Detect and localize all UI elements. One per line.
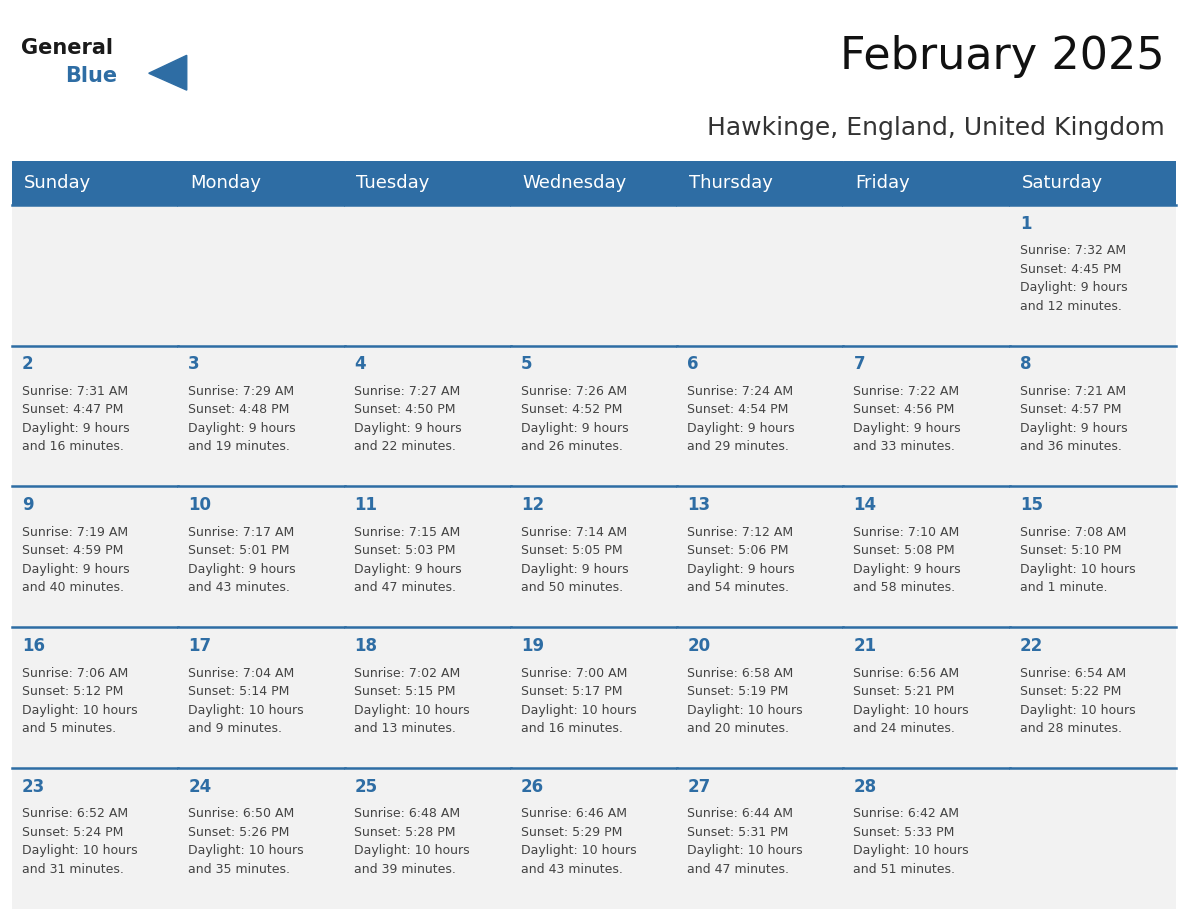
Text: Sunrise: 7:17 AM
Sunset: 5:01 PM
Daylight: 9 hours
and 43 minutes.: Sunrise: 7:17 AM Sunset: 5:01 PM Dayligh… — [188, 526, 296, 594]
Text: Sunrise: 7:12 AM
Sunset: 5:06 PM
Daylight: 9 hours
and 54 minutes.: Sunrise: 7:12 AM Sunset: 5:06 PM Dayligh… — [687, 526, 795, 594]
Text: 14: 14 — [853, 497, 877, 514]
Text: Sunrise: 6:48 AM
Sunset: 5:28 PM
Daylight: 10 hours
and 39 minutes.: Sunrise: 6:48 AM Sunset: 5:28 PM Dayligh… — [354, 808, 470, 876]
Text: Sunrise: 7:14 AM
Sunset: 5:05 PM
Daylight: 9 hours
and 50 minutes.: Sunrise: 7:14 AM Sunset: 5:05 PM Dayligh… — [520, 526, 628, 594]
Text: Sunrise: 7:10 AM
Sunset: 5:08 PM
Daylight: 9 hours
and 58 minutes.: Sunrise: 7:10 AM Sunset: 5:08 PM Dayligh… — [853, 526, 961, 594]
Text: 27: 27 — [687, 778, 710, 796]
Text: Sunrise: 7:00 AM
Sunset: 5:17 PM
Daylight: 10 hours
and 16 minutes.: Sunrise: 7:00 AM Sunset: 5:17 PM Dayligh… — [520, 666, 637, 735]
Text: Sunrise: 7:27 AM
Sunset: 4:50 PM
Daylight: 9 hours
and 22 minutes.: Sunrise: 7:27 AM Sunset: 4:50 PM Dayligh… — [354, 385, 462, 453]
Text: 28: 28 — [853, 778, 877, 796]
Text: 18: 18 — [354, 637, 378, 655]
Text: 20: 20 — [687, 637, 710, 655]
Text: Sunrise: 7:32 AM
Sunset: 4:45 PM
Daylight: 9 hours
and 12 minutes.: Sunrise: 7:32 AM Sunset: 4:45 PM Dayligh… — [1019, 244, 1127, 313]
Text: 4: 4 — [354, 355, 366, 374]
Text: Sunrise: 6:52 AM
Sunset: 5:24 PM
Daylight: 10 hours
and 31 minutes.: Sunrise: 6:52 AM Sunset: 5:24 PM Dayligh… — [21, 808, 138, 876]
Text: Saturday: Saturday — [1022, 174, 1102, 192]
Text: Sunrise: 6:46 AM
Sunset: 5:29 PM
Daylight: 10 hours
and 43 minutes.: Sunrise: 6:46 AM Sunset: 5:29 PM Dayligh… — [520, 808, 637, 876]
Text: 24: 24 — [188, 778, 211, 796]
Text: 21: 21 — [853, 637, 877, 655]
Text: Sunrise: 7:02 AM
Sunset: 5:15 PM
Daylight: 10 hours
and 13 minutes.: Sunrise: 7:02 AM Sunset: 5:15 PM Dayligh… — [354, 666, 470, 735]
Text: Sunrise: 7:26 AM
Sunset: 4:52 PM
Daylight: 9 hours
and 26 minutes.: Sunrise: 7:26 AM Sunset: 4:52 PM Dayligh… — [520, 385, 628, 453]
Text: Wednesday: Wednesday — [523, 174, 627, 192]
Text: 12: 12 — [520, 497, 544, 514]
Text: Sunrise: 7:22 AM
Sunset: 4:56 PM
Daylight: 9 hours
and 33 minutes.: Sunrise: 7:22 AM Sunset: 4:56 PM Dayligh… — [853, 385, 961, 453]
Text: Friday: Friday — [855, 174, 910, 192]
Text: 9: 9 — [21, 497, 33, 514]
Text: 11: 11 — [354, 497, 378, 514]
Text: 1: 1 — [1019, 215, 1031, 232]
Text: 19: 19 — [520, 637, 544, 655]
Text: 22: 22 — [1019, 637, 1043, 655]
Text: 3: 3 — [188, 355, 200, 374]
Text: 7: 7 — [853, 355, 865, 374]
Text: 8: 8 — [1019, 355, 1031, 374]
Text: 23: 23 — [21, 778, 45, 796]
Text: Sunrise: 6:54 AM
Sunset: 5:22 PM
Daylight: 10 hours
and 28 minutes.: Sunrise: 6:54 AM Sunset: 5:22 PM Dayligh… — [1019, 666, 1136, 735]
Text: Sunrise: 7:08 AM
Sunset: 5:10 PM
Daylight: 10 hours
and 1 minute.: Sunrise: 7:08 AM Sunset: 5:10 PM Dayligh… — [1019, 526, 1136, 594]
Text: Sunrise: 7:21 AM
Sunset: 4:57 PM
Daylight: 9 hours
and 36 minutes.: Sunrise: 7:21 AM Sunset: 4:57 PM Dayligh… — [1019, 385, 1127, 453]
Text: 16: 16 — [21, 637, 45, 655]
Text: Thursday: Thursday — [689, 174, 772, 192]
Text: General: General — [21, 39, 113, 59]
Text: Sunrise: 6:50 AM
Sunset: 5:26 PM
Daylight: 10 hours
and 35 minutes.: Sunrise: 6:50 AM Sunset: 5:26 PM Dayligh… — [188, 808, 304, 876]
Text: 25: 25 — [354, 778, 378, 796]
Text: 6: 6 — [687, 355, 699, 374]
Text: February 2025: February 2025 — [840, 35, 1164, 78]
Text: Sunrise: 7:29 AM
Sunset: 4:48 PM
Daylight: 9 hours
and 19 minutes.: Sunrise: 7:29 AM Sunset: 4:48 PM Dayligh… — [188, 385, 296, 453]
Text: Tuesday: Tuesday — [356, 174, 430, 192]
Text: 26: 26 — [520, 778, 544, 796]
Text: 15: 15 — [1019, 497, 1043, 514]
Polygon shape — [148, 55, 187, 90]
Text: 17: 17 — [188, 637, 211, 655]
Text: 13: 13 — [687, 497, 710, 514]
Text: Sunrise: 6:44 AM
Sunset: 5:31 PM
Daylight: 10 hours
and 47 minutes.: Sunrise: 6:44 AM Sunset: 5:31 PM Dayligh… — [687, 808, 803, 876]
Text: 5: 5 — [520, 355, 532, 374]
Text: Sunrise: 7:24 AM
Sunset: 4:54 PM
Daylight: 9 hours
and 29 minutes.: Sunrise: 7:24 AM Sunset: 4:54 PM Dayligh… — [687, 385, 795, 453]
Text: Sunrise: 7:19 AM
Sunset: 4:59 PM
Daylight: 9 hours
and 40 minutes.: Sunrise: 7:19 AM Sunset: 4:59 PM Dayligh… — [21, 526, 129, 594]
Text: Sunrise: 7:04 AM
Sunset: 5:14 PM
Daylight: 10 hours
and 9 minutes.: Sunrise: 7:04 AM Sunset: 5:14 PM Dayligh… — [188, 666, 304, 735]
Text: Sunrise: 7:06 AM
Sunset: 5:12 PM
Daylight: 10 hours
and 5 minutes.: Sunrise: 7:06 AM Sunset: 5:12 PM Dayligh… — [21, 666, 138, 735]
Text: Blue: Blue — [65, 66, 118, 86]
Text: Hawkinge, England, United Kingdom: Hawkinge, England, United Kingdom — [707, 117, 1164, 140]
Text: Monday: Monday — [190, 174, 261, 192]
Text: 10: 10 — [188, 497, 211, 514]
Text: Sunrise: 6:42 AM
Sunset: 5:33 PM
Daylight: 10 hours
and 51 minutes.: Sunrise: 6:42 AM Sunset: 5:33 PM Dayligh… — [853, 808, 969, 876]
Text: Sunrise: 6:58 AM
Sunset: 5:19 PM
Daylight: 10 hours
and 20 minutes.: Sunrise: 6:58 AM Sunset: 5:19 PM Dayligh… — [687, 666, 803, 735]
Text: Sunday: Sunday — [24, 174, 90, 192]
Text: 2: 2 — [21, 355, 33, 374]
Text: Sunrise: 7:15 AM
Sunset: 5:03 PM
Daylight: 9 hours
and 47 minutes.: Sunrise: 7:15 AM Sunset: 5:03 PM Dayligh… — [354, 526, 462, 594]
Text: Sunrise: 6:56 AM
Sunset: 5:21 PM
Daylight: 10 hours
and 24 minutes.: Sunrise: 6:56 AM Sunset: 5:21 PM Dayligh… — [853, 666, 969, 735]
Text: Sunrise: 7:31 AM
Sunset: 4:47 PM
Daylight: 9 hours
and 16 minutes.: Sunrise: 7:31 AM Sunset: 4:47 PM Dayligh… — [21, 385, 129, 453]
